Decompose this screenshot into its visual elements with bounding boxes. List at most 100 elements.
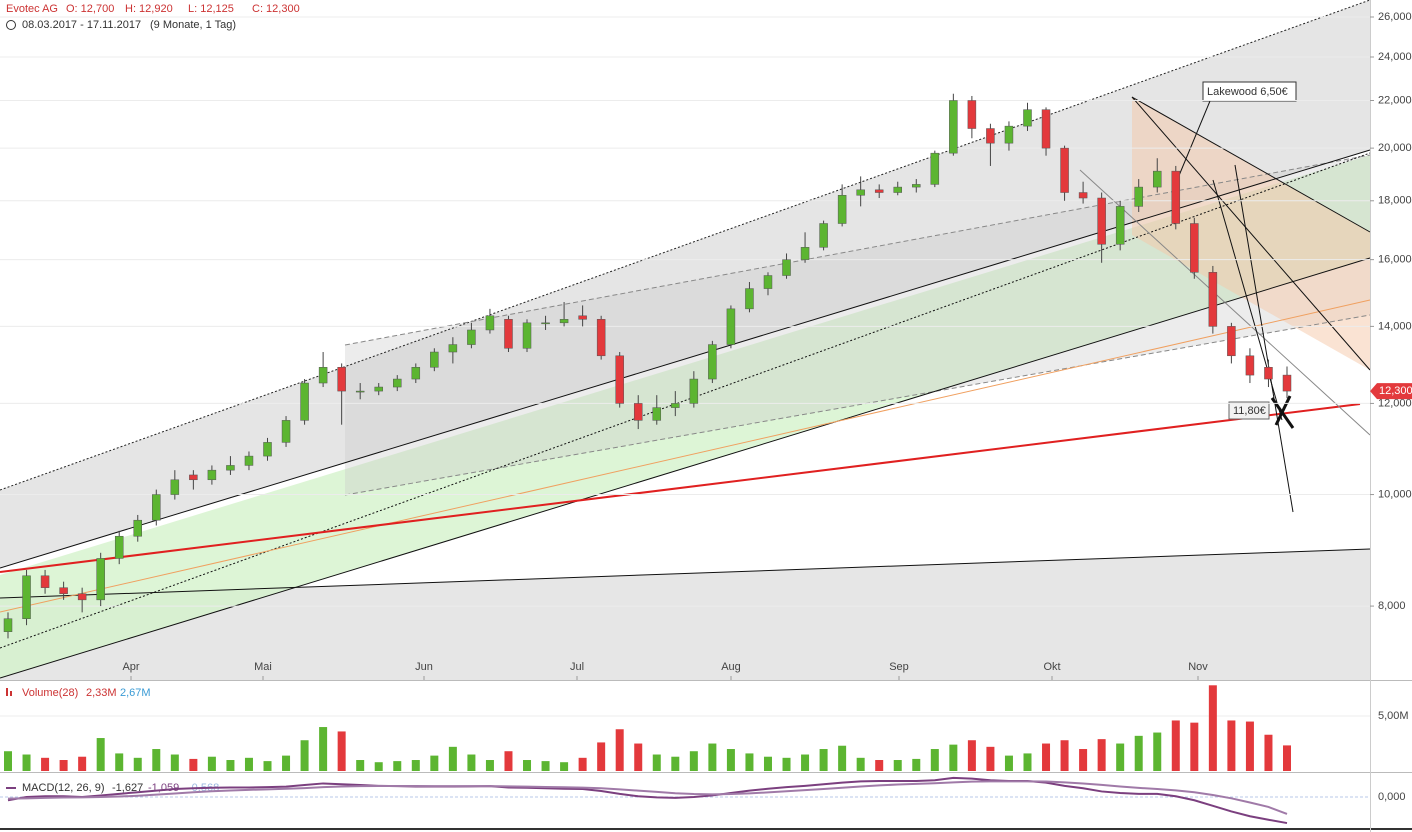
fan-line (1234, 164, 1294, 513)
x-tick-label: Jul (570, 661, 584, 673)
trend-line (0, 152, 1371, 649)
x-tick-label: Sep (889, 661, 909, 673)
volume-bar (671, 756, 680, 771)
volume-bar (1227, 720, 1236, 771)
candle-body (1227, 326, 1236, 357)
volume-bar (337, 731, 346, 771)
candle-body (1134, 186, 1143, 207)
x-tick-label: Mai (254, 661, 272, 673)
x-tick-label: Jun (415, 661, 433, 673)
trend-line (344, 314, 1371, 496)
candle-body (986, 128, 995, 144)
volume-bar (78, 756, 87, 771)
y-tick-label: 24,000 (1378, 51, 1412, 63)
candle-body (522, 322, 532, 349)
candle-body (96, 558, 105, 601)
candle-body (652, 407, 662, 421)
volume-bar (819, 749, 828, 771)
volume-bar (1134, 735, 1143, 771)
candle-body (1171, 170, 1181, 224)
volume-bar (448, 746, 457, 771)
x-tick-label: Nov (1188, 661, 1208, 673)
ohlc: H: 12,920 (125, 3, 173, 15)
lower-area (0, 549, 1370, 680)
volume-bar (615, 729, 624, 771)
trend-line (0, 257, 1371, 679)
candle-body (1023, 109, 1032, 127)
volume-bar (319, 727, 328, 771)
candle-body (819, 223, 828, 248)
y-tick-label: 12,000 (1378, 397, 1412, 409)
price-tag-label: 12,300 (1379, 385, 1412, 397)
candle-body (467, 329, 476, 345)
candle-body (596, 319, 606, 357)
y-tick-label: 0,000 (1378, 791, 1406, 803)
y-tick-label: 16,000 (1378, 254, 1412, 266)
candle-body (856, 189, 865, 196)
volume-bar (133, 757, 142, 771)
volume-bar (523, 760, 532, 771)
candle-body (633, 403, 643, 421)
clock-icon (6, 20, 16, 30)
candle-body (782, 259, 791, 276)
volume-bar (170, 754, 179, 771)
candle-body (800, 247, 810, 260)
candle-body (189, 474, 198, 481)
volume-bar (485, 760, 494, 771)
y-tick-label: 26,000 (1378, 11, 1412, 23)
volume-bar (1283, 745, 1291, 771)
volume-bar (893, 760, 902, 771)
volume-legend: Volume(28) (22, 687, 78, 699)
volume-bar (986, 746, 995, 771)
volume-bar (782, 757, 791, 771)
candle-body (244, 455, 254, 466)
x-tick-label: Aug (721, 661, 741, 673)
candle-body (3, 618, 13, 632)
volume-bar (875, 760, 884, 771)
candle-body (671, 403, 680, 408)
volume-bar (949, 744, 958, 771)
macd-legend: -1,627 (112, 782, 143, 794)
fan-line (1212, 179, 1283, 421)
volume-bar (1116, 743, 1125, 771)
trend-line (344, 154, 1371, 346)
volume-bar (356, 760, 365, 771)
volume-bar (1079, 749, 1088, 771)
candle-body (1078, 192, 1088, 199)
volume-bar (41, 757, 50, 771)
candle-body (949, 100, 958, 154)
volume-bar (838, 745, 847, 771)
candle-body (745, 288, 754, 310)
volume-bar (560, 762, 569, 771)
candle-body (559, 319, 569, 324)
candle-body (1041, 109, 1051, 149)
volume-bar (726, 749, 735, 771)
candle-body (504, 319, 513, 349)
candle-body (226, 465, 235, 471)
volume-bar (22, 754, 31, 771)
volume-bar (467, 754, 476, 771)
volume-bar (189, 758, 198, 771)
y-tick-label: 22,000 (1378, 94, 1412, 106)
macd-legend: -1,059 (148, 782, 179, 794)
candle-body (77, 593, 87, 601)
volume-bar (597, 742, 606, 771)
candle-body (318, 367, 328, 384)
volume-bar (578, 757, 587, 771)
candle-body (763, 275, 773, 289)
trend-line (0, 149, 1371, 569)
volume-bar (1190, 722, 1199, 771)
volume-bar (689, 751, 698, 771)
candle-body (578, 315, 587, 320)
volume-bar (745, 753, 754, 771)
candle-body (1264, 367, 1273, 380)
candle-body (59, 587, 68, 594)
candle-body (430, 351, 439, 368)
candle-body (207, 469, 217, 481)
y-tick-label: 10,000 (1378, 488, 1412, 500)
annotation: Lakewood 6,50€ (1207, 86, 1288, 98)
volume-bar (59, 760, 68, 771)
candle-body (893, 186, 902, 193)
trend-line (0, 299, 1371, 613)
volume-bar (1264, 734, 1273, 771)
